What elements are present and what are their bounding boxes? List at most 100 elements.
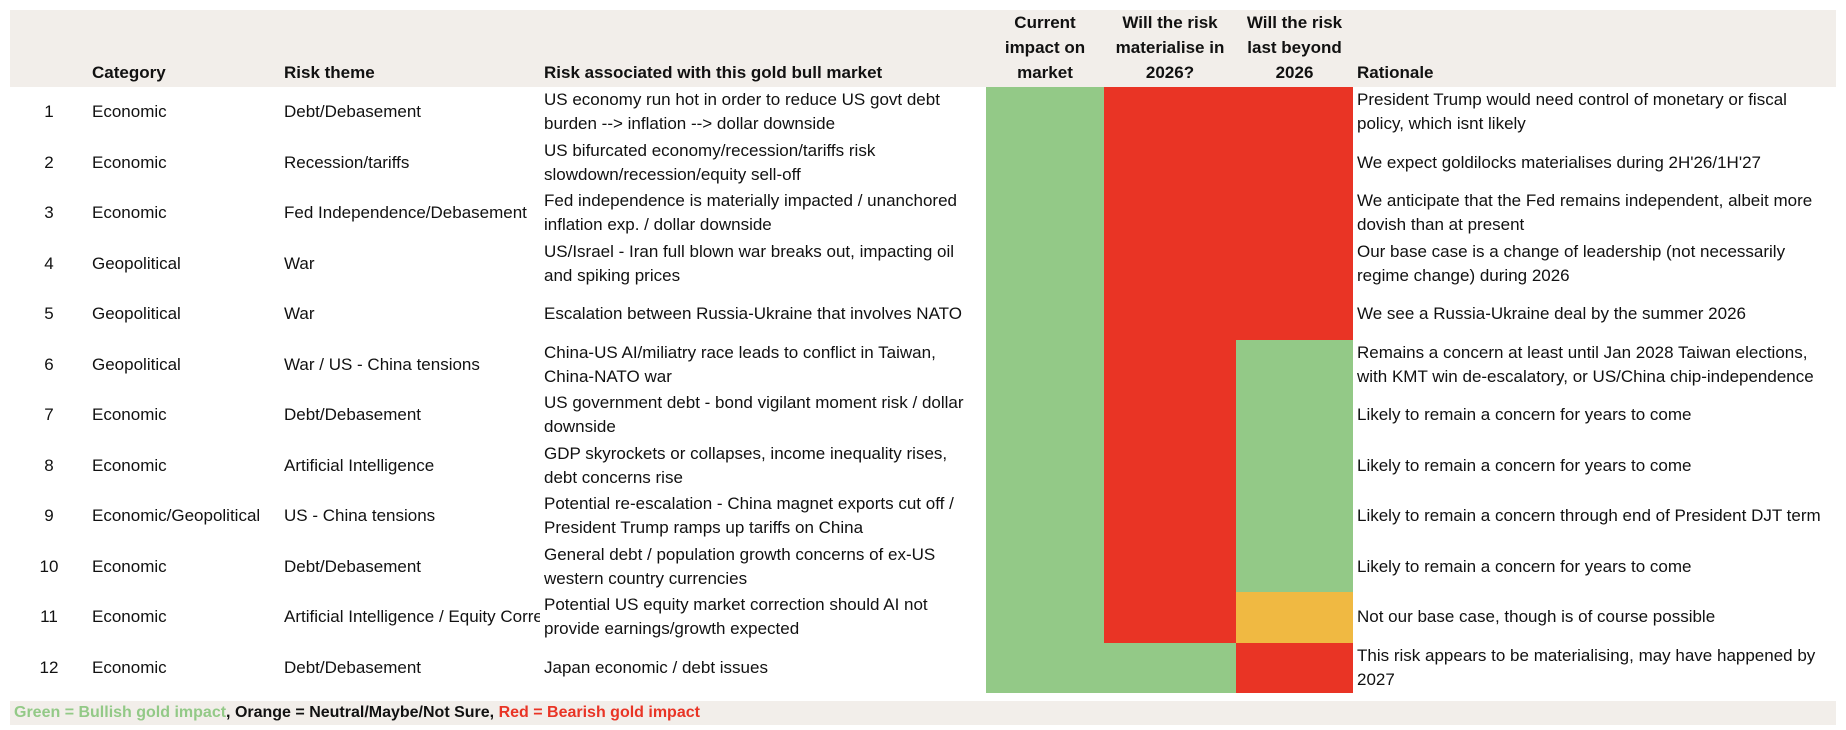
header-cell bbox=[10, 10, 88, 87]
theme-cell: US - China tensions bbox=[284, 506, 436, 526]
number-cell: 12 bbox=[39, 657, 59, 677]
rationale-cell: Remains a concern at least until Jan 202… bbox=[1357, 342, 1814, 386]
category-cell: Economic bbox=[92, 607, 167, 627]
number-cell: 9 bbox=[44, 506, 54, 526]
category-cell: Economic bbox=[92, 102, 167, 122]
status-cell bbox=[986, 137, 1104, 188]
header-cell: Rationale bbox=[1353, 10, 1836, 87]
risk-cell: Escalation between Russia-Ukraine that i… bbox=[544, 304, 962, 324]
category-cell: Economic bbox=[92, 657, 167, 677]
status-cell bbox=[1104, 238, 1236, 289]
risk-cell: US government debt - bond vigilant momen… bbox=[544, 393, 964, 437]
header-cell: Risk associated with this gold bull mark… bbox=[540, 10, 986, 87]
status-cell bbox=[986, 238, 1104, 289]
category-cell: Economic/Geopolitical bbox=[92, 506, 261, 526]
status-cell bbox=[1104, 390, 1236, 441]
risk-cell: Fed independence is materially impacted … bbox=[544, 191, 957, 235]
theme-cell: Artificial Intelligence bbox=[284, 455, 435, 475]
legend: Green = Bullish gold impact, Orange = Ne… bbox=[10, 701, 1836, 725]
theme-cell: Debt/Debasement bbox=[284, 405, 422, 425]
status-cell bbox=[986, 592, 1104, 643]
theme-cell: Debt/Debasement bbox=[284, 102, 422, 122]
table-body: 1 Economic Debt/Debasement US economy run h… bbox=[10, 87, 1836, 693]
table-row: 10 Economic Debt/Debasement General debt / … bbox=[10, 541, 1836, 592]
status-cell bbox=[1104, 188, 1236, 239]
legend-orange: , Orange = Neutral/Maybe/Not Sure, bbox=[226, 704, 499, 721]
theme-cell: Artificial Intelligence / Equity Correct… bbox=[284, 607, 540, 627]
rationale-cell: Likely to remain a concern for years to … bbox=[1357, 455, 1692, 475]
theme-cell: Recession/tariffs bbox=[284, 152, 410, 172]
risk-cell: Japan economic / debt issues bbox=[544, 657, 768, 677]
theme-cell: Debt/Debasement bbox=[284, 556, 422, 576]
table-row: 4 Geopolitical War US/Israel - Iran full bl… bbox=[10, 238, 1836, 289]
rationale-cell: Likely to remain a concern for years to … bbox=[1357, 405, 1692, 425]
status-cell bbox=[1236, 87, 1353, 138]
number-cell: 7 bbox=[44, 405, 54, 425]
status-cell bbox=[1104, 137, 1236, 188]
table-row: 1 Economic Debt/Debasement US economy run h… bbox=[10, 87, 1836, 138]
status-cell bbox=[986, 339, 1104, 390]
risk-cell: General debt / population growth concern… bbox=[544, 544, 936, 588]
status-cell bbox=[986, 188, 1104, 239]
number-cell: 2 bbox=[44, 152, 54, 172]
table-row: 6 Geopolitical War / US - China tensions Ch… bbox=[10, 339, 1836, 390]
risk-cell: Potential US equity market correction sh… bbox=[544, 595, 928, 639]
theme-cell: War bbox=[284, 253, 315, 273]
number-cell: 1 bbox=[44, 102, 54, 122]
category-cell: Economic bbox=[92, 203, 167, 223]
status-cell bbox=[986, 491, 1104, 542]
risk-cell: China-US AI/miliatry race leads to confl… bbox=[544, 342, 936, 386]
category-cell: Geopolitical bbox=[92, 253, 181, 273]
legend-red: Red = Bearish gold impact bbox=[498, 704, 700, 721]
status-cell bbox=[1236, 238, 1353, 289]
table-row: 5 Geopolitical War Escalation between Russi… bbox=[10, 289, 1836, 340]
status-cell bbox=[1236, 339, 1353, 390]
rationale-cell: We anticipate that the Fed remains indep… bbox=[1357, 191, 1813, 235]
number-cell: 11 bbox=[40, 607, 58, 627]
category-cell: Economic bbox=[92, 405, 167, 425]
category-cell: Economic bbox=[92, 556, 167, 576]
number-cell: 6 bbox=[44, 354, 54, 374]
table-row: 7 Economic Debt/Debasement US government de… bbox=[10, 390, 1836, 441]
rationale-cell: Likely to remain a concern through end o… bbox=[1357, 506, 1821, 526]
table-row: 9 Economic/Geopolitical US - China tension… bbox=[10, 491, 1836, 542]
rationale-cell: Our base case is a change of leadership … bbox=[1357, 241, 1786, 285]
status-cell bbox=[1104, 592, 1236, 643]
status-cell bbox=[1104, 440, 1236, 491]
rationale-cell: Likely to remain a concern for years to … bbox=[1357, 556, 1692, 576]
status-cell bbox=[1104, 339, 1236, 390]
status-cell bbox=[1236, 137, 1353, 188]
risk-cell: US economy run hot in order to reduce US… bbox=[544, 90, 940, 134]
status-cell bbox=[1236, 289, 1353, 340]
risk-cell: US bifurcated economy/recession/tariffs … bbox=[544, 140, 876, 184]
status-cell bbox=[1236, 188, 1353, 239]
number-cell: 10 bbox=[39, 556, 59, 576]
category-cell: Economic bbox=[92, 152, 167, 172]
number-cell: 5 bbox=[44, 304, 54, 324]
table-row: 3 Economic Fed Independence/Debasement Fed … bbox=[10, 188, 1836, 239]
header-cell: Will the risk last beyond 2026 bbox=[1236, 10, 1353, 87]
category-cell: Economic bbox=[92, 455, 167, 475]
table-row: 8 Economic Artificial Intelligence GDP skyr… bbox=[10, 440, 1836, 491]
status-cell bbox=[986, 642, 1104, 693]
status-cell bbox=[1104, 491, 1236, 542]
rationale-cell: Not our base case, though is of course p… bbox=[1357, 607, 1716, 627]
table-row: 12 Economic Debt/Debasement Japan economic … bbox=[10, 642, 1836, 693]
category-cell: Geopolitical bbox=[92, 354, 181, 374]
rationale-cell: President Trump would need control of mo… bbox=[1357, 90, 1787, 134]
header-cell: Current impact on market bbox=[986, 10, 1104, 87]
status-cell bbox=[986, 87, 1104, 138]
header-cell: Risk theme bbox=[280, 10, 540, 87]
status-cell bbox=[1104, 642, 1236, 693]
rationale-cell: This risk appears to be materialising, m… bbox=[1357, 645, 1816, 689]
risk-table: Category Risk theme Risk associated with… bbox=[10, 10, 1836, 693]
rationale-cell: We see a Russia-Ukraine deal by the summ… bbox=[1357, 304, 1746, 324]
number-cell: 3 bbox=[44, 203, 54, 223]
header-row: Category Risk theme Risk associated with… bbox=[10, 10, 1836, 87]
theme-cell: War bbox=[284, 304, 315, 324]
status-cell bbox=[986, 289, 1104, 340]
status-cell bbox=[986, 390, 1104, 441]
legend-green: Green = Bullish gold impact bbox=[14, 704, 227, 721]
theme-cell: Fed Independence/Debasement bbox=[284, 203, 527, 223]
status-cell bbox=[1236, 592, 1353, 643]
